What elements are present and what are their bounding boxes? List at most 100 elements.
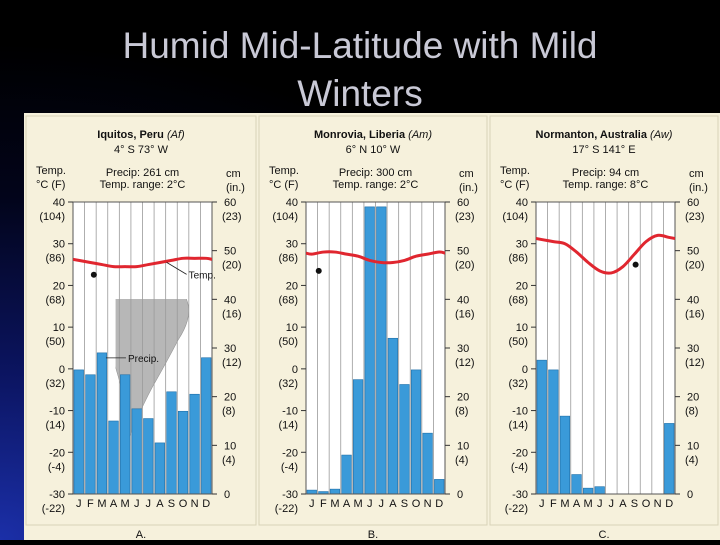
- station-heading: Iquitos, Peru (Af): [97, 129, 185, 141]
- temp-axis-unit: °C (F): [500, 179, 529, 191]
- temp-tick-fahrenheit: (86): [508, 253, 528, 265]
- precip-tick-inches: (12): [455, 357, 475, 369]
- station-coords: 4° S 73° W: [114, 144, 169, 156]
- month-label: J: [597, 498, 603, 510]
- precip-tick-inches: (20): [685, 260, 705, 272]
- temp-tick-fahrenheit: (68): [45, 294, 65, 306]
- precip-tick-inches: (8): [455, 406, 468, 418]
- temperature-line: [536, 233, 675, 275]
- temp-tick-fahrenheit: (14): [278, 420, 298, 432]
- precip-bar-M: [329, 488, 341, 495]
- temp-tick-label: -20: [49, 447, 65, 459]
- precip-tick-label: 50: [224, 246, 236, 258]
- precip-axis-title: cm: [226, 168, 241, 180]
- precip-tick-inches: (16): [222, 308, 242, 320]
- temp-tick-fahrenheit: (14): [508, 420, 528, 432]
- month-label: O: [412, 498, 421, 510]
- temp-tick-label: 10: [53, 322, 65, 334]
- month-label: F: [320, 498, 327, 510]
- temp-range: Temp. range: 8°C: [563, 179, 649, 191]
- precip-tick-label: 20: [457, 392, 469, 404]
- climograph-panel-2: Monrovia, Liberia (Am) 6° N 10° W Precip: …: [258, 115, 488, 541]
- temp-tick-fahrenheit: (-4): [281, 461, 298, 473]
- month-label: A: [573, 498, 581, 510]
- precip-tick-inches: (8): [222, 406, 235, 418]
- station-heading: Normanton, Australia (Aw): [536, 129, 673, 141]
- precip-tick-label: 40: [457, 294, 469, 306]
- station-coords: 17° S 141° E: [572, 144, 635, 156]
- temp-range: Temp. range: 2°C: [100, 179, 186, 191]
- temp-axis-title: Temp.: [269, 165, 299, 177]
- precip-bar-S: [166, 391, 177, 495]
- precip-bar-A: [108, 420, 119, 495]
- precip-tick-label: 30: [224, 343, 236, 355]
- precip-bar-M: [96, 352, 108, 495]
- temp-axis-unit: °C (F): [269, 179, 298, 191]
- precip-tick-label: 20: [687, 392, 699, 404]
- temp-tick-label: -10: [282, 406, 298, 418]
- station-dot: [315, 267, 322, 274]
- precip-bar-J: [131, 408, 142, 495]
- temp-tick-label: 0: [292, 364, 298, 376]
- precip-tick-inches: (20): [222, 260, 242, 272]
- station-dot: [632, 261, 639, 268]
- precip-tick-label: 60: [457, 197, 469, 209]
- month-label: D: [665, 498, 673, 510]
- temp-annotation-leader: [166, 262, 187, 275]
- precip-bar-A: [571, 474, 582, 495]
- temp-range: Temp. range: 2°C: [333, 179, 419, 191]
- precip-axis-unit: (in.): [226, 182, 245, 194]
- month-label: J: [134, 498, 140, 510]
- precip-tick-inches: (16): [455, 308, 475, 320]
- temp-tick-label: -20: [512, 447, 528, 459]
- month-label: A: [619, 498, 627, 510]
- precip-bar-N: [189, 393, 200, 495]
- climograph-figure: Iquitos, Peru (Af) 4° S 73° W Precip: 261 …: [24, 113, 720, 541]
- month-label: S: [168, 498, 175, 510]
- month-label: M: [330, 498, 339, 510]
- climograph-panel-1: Iquitos, Peru (Af) 4° S 73° W Precip: 261 …: [25, 115, 257, 541]
- precip-tick-inches: (4): [685, 454, 698, 466]
- temp-tick-label: 30: [53, 239, 65, 251]
- month-label: J: [379, 498, 385, 510]
- month-label: S: [631, 498, 638, 510]
- precip-axis-unit: (in.): [459, 182, 478, 194]
- precip-axis-unit: (in.): [689, 182, 708, 194]
- month-label: A: [110, 498, 118, 510]
- temp-tick-label: -30: [282, 489, 298, 501]
- temp-tick-label: 30: [286, 239, 298, 251]
- precip-total: Precip: 94 cm: [572, 167, 639, 179]
- temp-tick-label: 0: [522, 364, 528, 376]
- month-label: J: [76, 498, 82, 510]
- precip-tick-label: 10: [687, 440, 699, 452]
- month-label: S: [401, 498, 408, 510]
- month-label: J: [146, 498, 152, 510]
- precip-tick-label: 0: [224, 489, 230, 501]
- temp-tick-label: -10: [49, 406, 65, 418]
- precip-bar-D: [434, 479, 445, 495]
- precip-bar-J: [376, 206, 387, 495]
- month-label: J: [609, 498, 615, 510]
- month-label: J: [539, 498, 545, 510]
- temp-tick-label: 10: [516, 322, 528, 334]
- temp-annotation: Temp.: [189, 270, 216, 281]
- temp-tick-label: 20: [516, 280, 528, 292]
- precip-tick-label: 50: [687, 246, 699, 258]
- precip-tick-label: 40: [224, 294, 236, 306]
- temp-tick-label: 40: [286, 197, 298, 209]
- precip-tick-inches: (8): [685, 406, 698, 418]
- station-heading: Monrovia, Liberia (Am): [314, 129, 432, 141]
- temp-tick-label: 40: [53, 197, 65, 209]
- temp-tick-fahrenheit: (32): [45, 378, 65, 390]
- station-name: Monrovia, Liberia: [314, 129, 408, 141]
- precip-bar-F: [85, 374, 96, 495]
- month-label: D: [435, 498, 443, 510]
- temp-tick-fahrenheit: (50): [278, 336, 298, 348]
- month-label: A: [343, 498, 351, 510]
- month-label: M: [121, 498, 130, 510]
- precip-tick-label: 60: [687, 197, 699, 209]
- month-label: O: [642, 498, 651, 510]
- precip-annotation: Precip.: [128, 354, 159, 365]
- month-label: F: [87, 498, 94, 510]
- precip-tick-inches: (23): [222, 211, 242, 223]
